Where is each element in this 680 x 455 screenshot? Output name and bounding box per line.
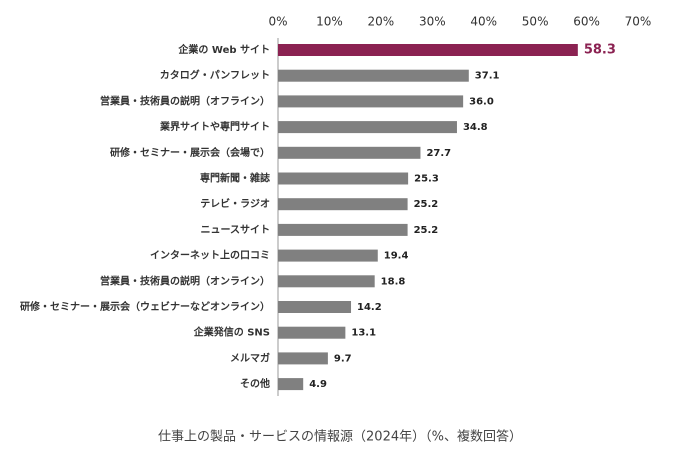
value-label: 37.1 (475, 71, 500, 82)
x-tick-label: 10% (316, 15, 343, 29)
y-tick-label: メルマガ (230, 351, 270, 364)
value-label: 58.3 (584, 43, 616, 58)
x-tick-label: 60% (573, 15, 600, 29)
y-tick-label: 企業の Web サイト (177, 43, 270, 56)
y-tick-label: カタログ・パンフレット (160, 69, 270, 82)
value-label: 25.3 (414, 174, 439, 185)
bar (278, 69, 469, 82)
bar (278, 44, 578, 56)
x-tick-label: 20% (368, 15, 395, 29)
value-label: 13.1 (351, 328, 376, 339)
bar (278, 378, 304, 391)
value-label: 18.8 (381, 276, 406, 287)
y-tick-label: 業界サイトや専門サイト (159, 120, 270, 133)
y-tick-label: 企業発信の SNS (193, 326, 270, 339)
bar (278, 326, 346, 339)
bar (278, 249, 378, 262)
y-tick-label: 営業員・技術員の説明（オフライン） (100, 94, 270, 107)
y-tick-label: 営業員・技術員の説明（オンライン） (100, 274, 270, 287)
y-tick-label: 研修・セミナー・展示会（会場で） (110, 146, 270, 159)
value-label: 4.9 (309, 379, 327, 390)
y-tick-label: テレビ・ラジオ (200, 197, 270, 210)
y-tick-label: 研修・セミナー・展示会（ウェビナーなどオンライン） (20, 300, 270, 313)
value-label: 25.2 (414, 225, 439, 236)
y-tick-label: ニュースサイト (201, 224, 271, 236)
bar (278, 223, 408, 236)
y-tick-label: インターネット上の口コミ (150, 249, 270, 262)
bar (278, 198, 408, 211)
x-tick-label: 70% (625, 15, 652, 29)
x-tick-label: 50% (522, 15, 549, 29)
value-label: 27.7 (426, 148, 451, 159)
bar (278, 95, 464, 108)
value-label: 25.2 (414, 199, 439, 210)
y-tick-label: 専門新聞・雑誌 (200, 172, 270, 185)
value-label: 34.8 (463, 122, 488, 133)
bar (278, 146, 421, 159)
x-tick-label: 0% (268, 15, 287, 29)
y-tick-label: その他 (240, 377, 270, 390)
bar (278, 301, 352, 313)
chart-title: 仕事上の製品・サービスの情報源（2024年）（%、複数回答） (158, 429, 522, 445)
value-label: 14.2 (357, 302, 382, 313)
bar (278, 352, 328, 365)
value-label: 19.4 (384, 251, 409, 262)
bar (278, 121, 457, 134)
value-label: 9.7 (334, 353, 352, 364)
bar (278, 275, 375, 288)
x-tick-label: 40% (470, 15, 497, 29)
value-label: 36.0 (469, 96, 494, 107)
bar (278, 172, 409, 185)
x-tick-label: 30% (419, 15, 446, 29)
